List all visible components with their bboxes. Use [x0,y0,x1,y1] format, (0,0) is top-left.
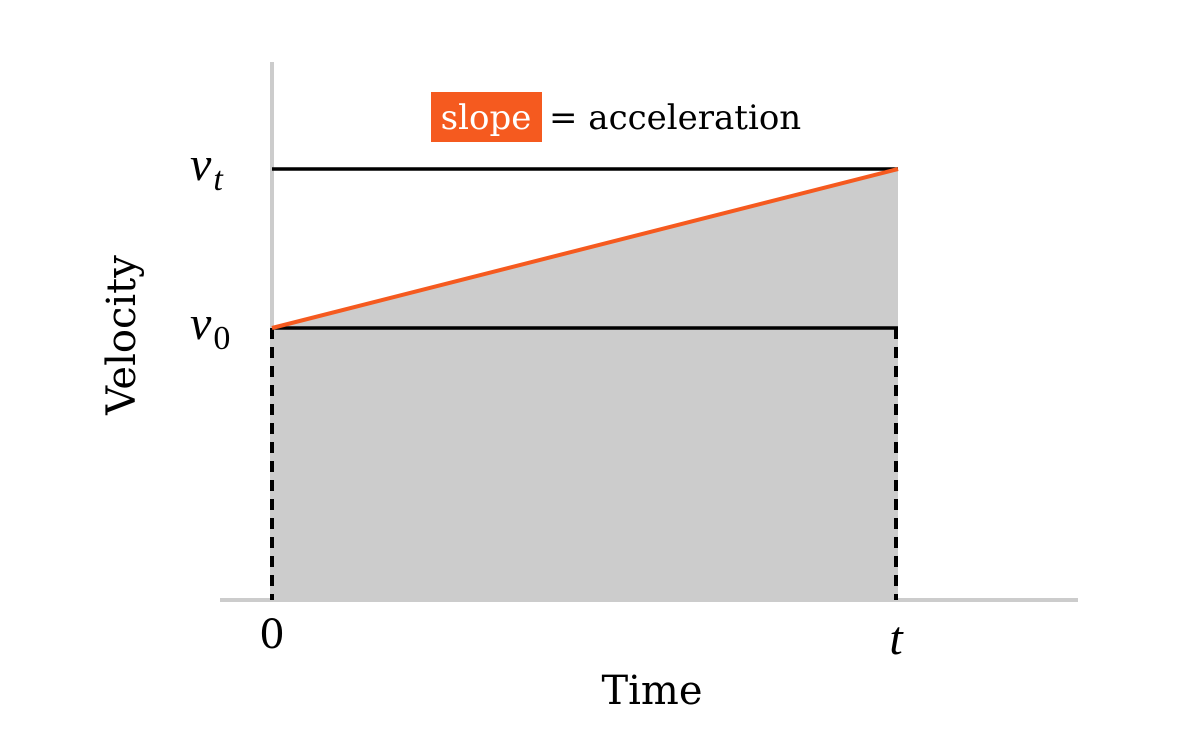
x-axis-title: Time [601,668,702,714]
area-under-curve [272,169,898,600]
slope-line [271,167,899,330]
v-0-subscript: 0 [213,320,230,357]
slope-highlight-box [431,92,542,142]
y-axis-title: Velocity [99,255,145,416]
acceleration-label: = acceleration [549,98,801,138]
x-zero-label: 0 [259,612,284,658]
slope-label: slope [441,98,532,138]
x-t-label: t [889,612,904,665]
v-0-label: v0 [190,297,230,357]
v-t-subscript: t [213,161,224,198]
v-t-label: vt [190,138,224,198]
